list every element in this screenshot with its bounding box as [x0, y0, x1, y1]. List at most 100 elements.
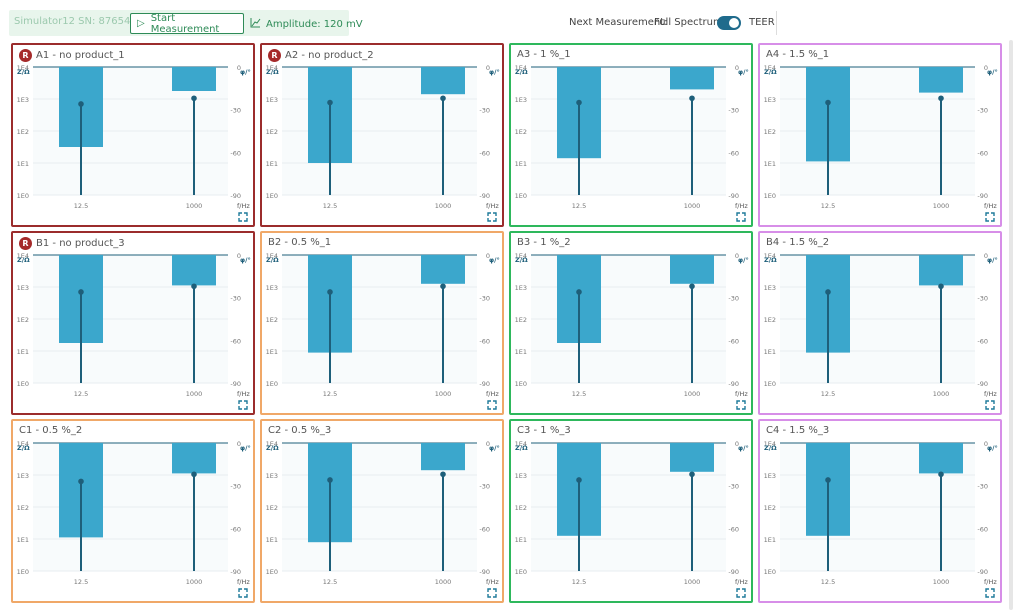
z-tick-label: 1E0 [764, 380, 776, 388]
well-panel-c4[interactable]: C4 - 1.5 %_3 1E4 1E3 1E2 1E1 1E0 0 -30 -60 -90 Z/Ω… [758, 419, 1002, 603]
x-axis-label: f/Hz [237, 390, 250, 398]
phase-point [327, 477, 333, 483]
x-axis-label: f/Hz [735, 390, 748, 398]
expand-icon[interactable] [985, 212, 995, 222]
expand-icon[interactable] [736, 588, 746, 598]
x-axis-label: f/Hz [984, 578, 997, 586]
panel-title: A4 - 1.5 %_1 [766, 49, 829, 60]
impedance-chart: 1E4 1E3 1E2 1E1 1E0 0 -30 -60 -90 Z/Ω φ/° f/Hz 12.5 1… [764, 252, 998, 398]
x-tick-label: 12.5 [821, 578, 835, 586]
z-tick-label: 1E2 [515, 316, 527, 324]
z-tick-label: 1E3 [17, 284, 29, 292]
amplitude-control[interactable]: Amplitude: 120 mV [250, 17, 363, 31]
phase-point [191, 471, 197, 478]
z-tick-label: 1E2 [266, 504, 278, 512]
phase-tick-label: -30 [230, 295, 241, 303]
x-tick-label: 1000 [186, 202, 203, 210]
phase-point [576, 477, 582, 483]
panel-title-text: B1 - no product_3 [36, 238, 125, 249]
expand-icon[interactable] [238, 212, 248, 222]
z-tick-label: 1E1 [515, 160, 527, 168]
well-panel-b2[interactable]: B2 - 0.5 %_1 1E4 1E3 1E2 1E1 1E0 0 -30 -60 -90 Z/Ω… [260, 231, 504, 415]
well-panel-c1[interactable]: C1 - 0.5 %_2 1E4 1E3 1E2 1E1 1E0 0 -30 -60 -90 Z/Ω… [11, 419, 255, 603]
phase-tick-label: 0 [237, 440, 241, 448]
well-panel-a3[interactable]: A3 - 1 %_1 1E4 1E3 1E2 1E1 1E0 0 -30 -60 -90 Z/Ω φ/… [509, 43, 753, 227]
phase-tick-label: 0 [486, 252, 490, 260]
x-tick-label: 12.5 [323, 390, 337, 398]
phase-axis-label: φ/° [240, 256, 251, 264]
panel-title-text: B4 - 1.5 %_2 [766, 237, 830, 248]
z-tick-label: 1E2 [17, 504, 29, 512]
phase-tick-label: -30 [977, 295, 988, 303]
impedance-chart: 1E4 1E3 1E2 1E1 1E0 0 -30 -60 -90 Z/Ω φ/° f/Hz 12.5 1… [266, 64, 500, 210]
expand-icon[interactable] [736, 212, 746, 222]
impedance-chart: 1E4 1E3 1E2 1E1 1E0 0 -30 -60 -90 Z/Ω φ/° f/Hz 12.5 1… [764, 64, 998, 210]
impedance-bar [172, 67, 216, 91]
reference-badge: R [19, 237, 32, 250]
phase-axis-label: φ/° [489, 68, 500, 76]
panel-title: R B1 - no product_3 [19, 237, 125, 250]
phase-point [825, 99, 831, 106]
z-tick-label: 1E3 [515, 472, 527, 480]
measurement-mode-toggle[interactable] [717, 16, 741, 30]
phase-axis-label: φ/° [987, 256, 998, 264]
z-tick-label: 1E0 [266, 192, 278, 200]
z-tick-label: 1E1 [266, 536, 278, 544]
expand-icon[interactable] [487, 400, 497, 410]
well-panel-a2[interactable]: R A2 - no product_2 1E4 1E3 1E2 1E1 1E0 0 -30 -60… [260, 43, 504, 227]
panel-title-text: A4 - 1.5 %_1 [766, 49, 830, 60]
phase-point [327, 99, 333, 106]
impedance-chart: 1E4 1E3 1E2 1E1 1E0 0 -30 -60 -90 Z/Ω φ/° f/Hz 12.5 1… [17, 64, 251, 210]
z-axis-label: Z/Ω [17, 256, 30, 264]
z-tick-label: 1E1 [764, 348, 776, 356]
z-tick-label: 1E2 [764, 504, 776, 512]
expand-icon[interactable] [985, 588, 995, 598]
z-tick-label: 1E3 [764, 96, 776, 104]
start-measurement-button[interactable]: ▷ Start Measurement [130, 13, 244, 35]
panel-title: C2 - 0.5 %_3 [268, 425, 331, 436]
phase-tick-label: -30 [479, 295, 490, 303]
well-panel-b1[interactable]: R B1 - no product_3 1E4 1E3 1E2 1E1 1E0 0 -30 -60… [11, 231, 255, 415]
well-panel-a4[interactable]: A4 - 1.5 %_1 1E4 1E3 1E2 1E1 1E0 0 -30 -60 -90 Z/Ω… [758, 43, 1002, 227]
phase-tick-label: -60 [230, 149, 241, 157]
x-tick-label: 1000 [435, 390, 452, 398]
z-tick-label: 1E0 [266, 380, 278, 388]
well-panel-a1[interactable]: R A1 - no product_1 1E4 1E3 1E2 1E1 1E0 0 -30 -60… [11, 43, 255, 227]
z-tick-label: 1E1 [17, 160, 29, 168]
scrollbar[interactable] [1008, 40, 1014, 610]
well-panel-c3[interactable]: C3 - 1 %_3 1E4 1E3 1E2 1E1 1E0 0 -30 -60 -90 Z/Ω φ/… [509, 419, 753, 603]
well-panel-b4[interactable]: B4 - 1.5 %_2 1E4 1E3 1E2 1E1 1E0 0 -30 -60 -90 Z/Ω… [758, 231, 1002, 415]
z-tick-label: 1E4 [17, 252, 29, 260]
impedance-chart: 1E4 1E3 1E2 1E1 1E0 0 -30 -60 -90 Z/Ω φ/° f/Hz 12.5 1… [17, 440, 251, 586]
z-tick-label: 1E2 [17, 128, 29, 136]
x-tick-label: 1000 [186, 578, 203, 586]
well-panel-c2[interactable]: C2 - 0.5 %_3 1E4 1E3 1E2 1E1 1E0 0 -30 -60 -90 Z/Ω… [260, 419, 504, 603]
impedance-bar [919, 443, 963, 474]
phase-axis-label: φ/° [738, 444, 749, 452]
z-tick-label: 1E1 [266, 348, 278, 356]
impedance-bar [421, 255, 465, 284]
z-tick-label: 1E3 [266, 472, 278, 480]
expand-icon[interactable] [985, 400, 995, 410]
impedance-bar [421, 67, 465, 95]
x-axis-label: f/Hz [486, 390, 499, 398]
expand-icon[interactable] [487, 588, 497, 598]
phase-tick-label: -90 [728, 192, 739, 200]
expand-icon[interactable] [487, 212, 497, 222]
expand-icon[interactable] [238, 588, 248, 598]
z-tick-label: 1E4 [266, 64, 278, 72]
phase-point [440, 283, 446, 290]
x-tick-label: 12.5 [572, 390, 586, 398]
impedance-bar [919, 67, 963, 93]
phase-tick-label: -60 [728, 525, 739, 533]
expand-icon[interactable] [238, 400, 248, 410]
phase-tick-label: -30 [977, 107, 988, 115]
phase-tick-label: 0 [486, 64, 490, 72]
well-panel-b3[interactable]: B3 - 1 %_2 1E4 1E3 1E2 1E1 1E0 0 -30 -60 -90 Z/Ω φ/… [509, 231, 753, 415]
expand-icon[interactable] [736, 400, 746, 410]
phase-tick-label: -90 [230, 192, 241, 200]
z-tick-label: 1E0 [764, 568, 776, 576]
x-tick-label: 12.5 [74, 578, 88, 586]
z-tick-label: 1E0 [17, 568, 29, 576]
phase-tick-label: 0 [735, 252, 739, 260]
